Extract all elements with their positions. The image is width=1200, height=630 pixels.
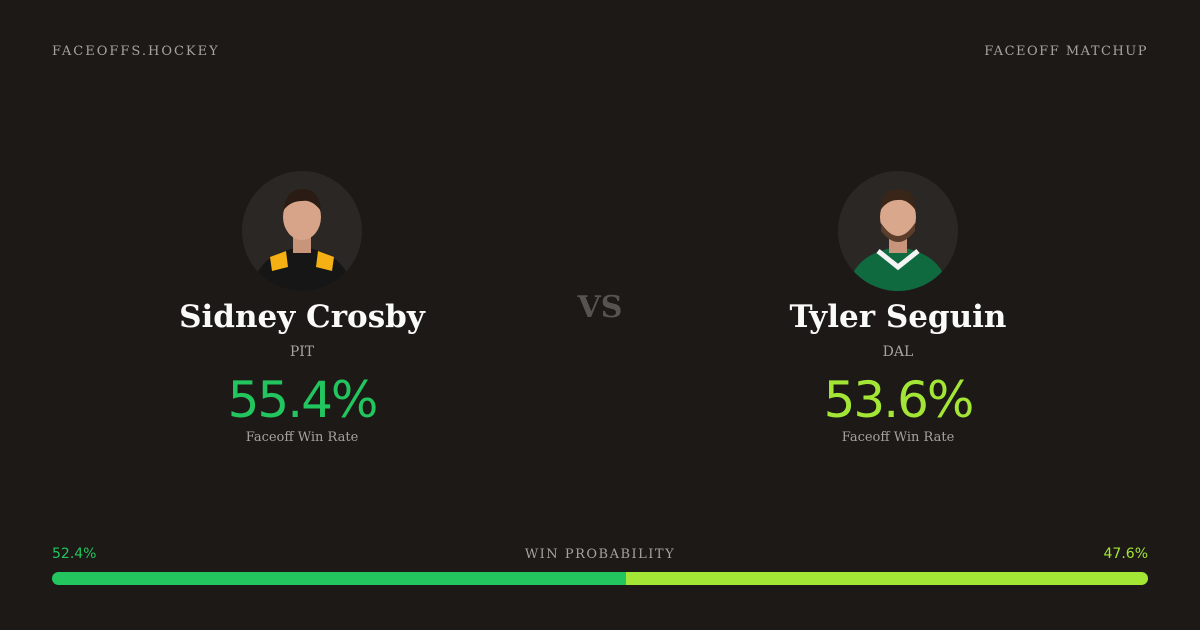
left-segment — [52, 572, 627, 585]
player-photo — [838, 171, 958, 291]
left-probability: 52.4% — [52, 546, 97, 562]
player-name: Tyler Seguin — [789, 299, 1007, 335]
header-label: FACEOFF MATCHUP — [984, 44, 1148, 59]
vs-label: VS — [577, 290, 623, 325]
win-rate-label: Faceoff Win Rate — [841, 430, 955, 445]
probability-label: WIN PROBABILITY — [524, 547, 676, 562]
win-rate: 55.4% — [227, 371, 379, 429]
site-name: FACEOFFS.HOCKEY — [52, 44, 220, 59]
win-rate-label: Faceoff Win Rate — [245, 430, 359, 445]
probability-bar — [52, 572, 1148, 585]
right-probability: 47.6% — [1103, 546, 1148, 562]
player-photo — [242, 171, 362, 291]
player-team: PIT — [289, 344, 315, 360]
player-name: Sidney Crosby — [179, 299, 425, 335]
photo-art — [252, 189, 352, 291]
win-rate: 53.6% — [823, 371, 975, 429]
photo-art — [848, 189, 948, 291]
player-team: DAL — [882, 344, 914, 360]
right-segment — [626, 572, 1148, 585]
